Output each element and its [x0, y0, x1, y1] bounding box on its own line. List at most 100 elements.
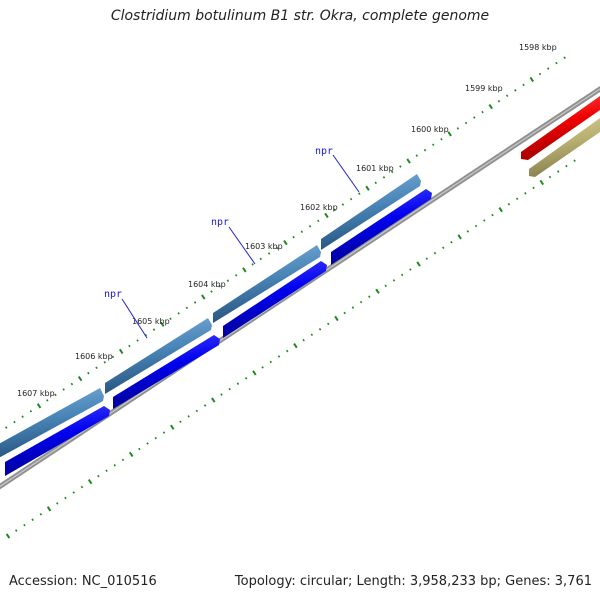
scale-tick-outer [440, 138, 443, 141]
scale-tick-outer [87, 371, 90, 375]
kbp-tick-label: 1599 kbp [465, 84, 503, 93]
scale-tick-outer [283, 239, 288, 246]
scale-tick-outer [185, 306, 189, 310]
scale-tick-outer [259, 257, 263, 261]
scale-tick-inner [228, 387, 231, 391]
scale-tick-outer [529, 76, 534, 83]
scale-tick-inner [121, 458, 125, 462]
scale-tick-inner [573, 159, 576, 162]
scale-tick-inner [466, 230, 470, 233]
scale-tick-outer [349, 197, 353, 201]
scale-tick-outer [46, 399, 49, 402]
scale-tick-inner [498, 207, 503, 213]
scale-tick-inner [302, 338, 305, 342]
gene-label-npr[interactable]: npr [104, 289, 122, 300]
scale-tick-inner [375, 288, 380, 294]
gene-label-leader [228, 226, 256, 265]
kbp-tick-label: 1604 kbp [188, 280, 226, 289]
kbp-scale: 1598 kbp 1599 kbp 1600 kbp 1601 kbp 1602 kbp… [17, 43, 557, 398]
outer-cds-1[interactable] [0, 388, 104, 460]
scale-tick-inner [433, 251, 437, 255]
scale-tick-outer [144, 333, 148, 337]
gene-labels: npr npr npr [104, 146, 360, 339]
scale-tick-inner [236, 382, 240, 385]
scale-tick-outer [36, 403, 42, 409]
gene-label-npr[interactable]: npr [211, 217, 229, 228]
scale-tick-inner [532, 186, 535, 190]
scale-tick-outer [324, 212, 329, 219]
scale-tick-outer [432, 143, 435, 146]
scale-tick-outer [251, 263, 254, 266]
outer-cds-3[interactable] [213, 245, 321, 323]
scale-tick-inner [442, 246, 445, 249]
map-title: Clostridium botulinum B1 str. Okra, comp… [110, 8, 490, 24]
red-feature[interactable] [521, 96, 600, 160]
scale-tick-inner [334, 315, 339, 322]
scale-tick-outer [447, 131, 452, 137]
gene-label-npr[interactable]: npr [315, 146, 333, 157]
scale-tick-outer [382, 176, 386, 179]
inner-cds-3[interactable] [223, 261, 327, 338]
scale-tick-inner [187, 415, 190, 418]
scale-tick-inner [97, 474, 100, 478]
scale-tick-inner [87, 478, 93, 485]
scale-tick-inner [203, 404, 207, 407]
scale-tick-outer [555, 61, 558, 65]
scale-tick-inner [72, 491, 75, 494]
scale-tick-outer [54, 393, 57, 397]
scale-tick-inner [351, 306, 355, 309]
inner-cds-2[interactable] [113, 335, 220, 409]
scale-tick-inner [491, 213, 494, 217]
scale-tick-outer [317, 219, 320, 223]
scale-tick-outer [464, 121, 468, 125]
scale-tick-outer [275, 246, 279, 250]
scale-tick-inner [556, 170, 560, 173]
inner-cds-1[interactable] [5, 406, 110, 476]
scale-tick-inner [277, 355, 281, 358]
scale-tick-inner [64, 496, 67, 500]
scale-tick-outer [62, 388, 65, 391]
olive-feature[interactable] [529, 118, 600, 177]
scale-tick-inner [220, 393, 223, 396]
scale-tick-outer [21, 415, 24, 418]
kbp-tick-label: 1605 kbp [132, 317, 170, 326]
scale-tick-inner [154, 436, 158, 440]
scale-tick-inner [128, 451, 134, 458]
scale-tick-outer [456, 127, 460, 130]
scale-tick-inner [359, 300, 363, 304]
scale-tick-inner [39, 512, 43, 516]
scale-tick-outer [365, 185, 370, 191]
scale-tick-inner [524, 192, 527, 195]
scale-tick-inner [244, 376, 248, 380]
scale-tick-inner [56, 502, 59, 505]
scale-tick-outer [497, 99, 501, 103]
scale-tick-outer [111, 355, 115, 359]
kbp-tick-label: 1598 kbp [519, 43, 557, 52]
scale-tick-inner [457, 234, 462, 240]
scale-tick-inner [261, 366, 264, 369]
scale-tick-outer [226, 279, 230, 282]
scale-tick-inner [548, 175, 552, 179]
accession-label: Accession: NC_010516 [9, 574, 157, 589]
kbp-tick-label: 1600 kbp [411, 125, 449, 134]
outer-cds-4[interactable] [321, 174, 421, 250]
scale-tick-inner [105, 469, 108, 473]
scale-tick-inner [327, 322, 330, 326]
gene-label-leader [121, 298, 148, 339]
scale-tick-outer [341, 203, 345, 206]
scale-tick-outer [473, 116, 476, 119]
scale-tick-outer [70, 382, 74, 386]
inner-cds-4[interactable] [331, 189, 432, 265]
scale-tick-outer [546, 67, 550, 70]
tick-row-inner [5, 159, 576, 539]
tick-row-outer [0, 56, 566, 435]
scale-tick-inner [80, 485, 84, 489]
scale-tick-inner [46, 506, 52, 512]
scale-tick-inner [565, 164, 568, 168]
outer-cds-2[interactable] [105, 318, 212, 394]
scale-tick-inner [5, 533, 11, 539]
kbp-tick-label: 1602 kbp [300, 203, 338, 212]
scale-tick-inner [31, 518, 34, 521]
scale-tick-outer [128, 344, 131, 348]
